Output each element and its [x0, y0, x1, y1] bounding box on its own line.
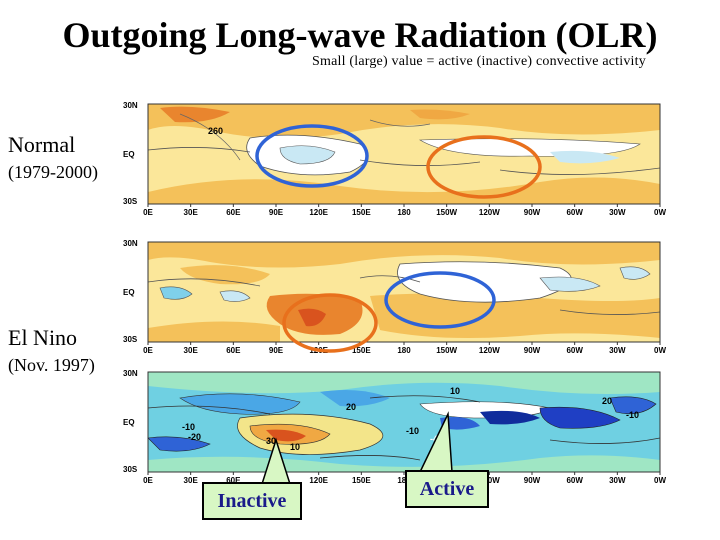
lat-tick-EQ: EQ: [123, 288, 135, 297]
lon-tick-label: 30E: [184, 346, 199, 355]
inactive-circle: [282, 293, 378, 353]
lat-tick-30S: 30S: [123, 465, 138, 474]
lon-tick-label: 90W: [524, 346, 541, 355]
panel-2-period: (Nov. 1997): [8, 355, 95, 375]
lon-tick-label: 120E: [309, 208, 328, 217]
panel-1-period: (1979-2000): [8, 162, 98, 182]
lat-tick-30N: 30N: [123, 369, 138, 378]
contour-label: 20: [602, 396, 612, 406]
lat-tick-30N: 30N: [123, 101, 138, 110]
contour-label: 260: [208, 126, 223, 136]
active-circle: [384, 271, 496, 329]
lon-tick-label: 150W: [436, 346, 457, 355]
lon-tick-label: 60E: [226, 208, 241, 217]
lat-tick-EQ: EQ: [123, 150, 135, 159]
inactive-circle: [426, 135, 542, 199]
lon-tick-label: 0W: [654, 476, 666, 485]
lon-tick-label: 30E: [184, 476, 199, 485]
lon-tick-label: 150E: [352, 346, 371, 355]
lon-tick-label: 120W: [479, 208, 500, 217]
page-title: Outgoing Long-wave Radiation (OLR): [62, 15, 658, 55]
lon-tick-label: 60E: [226, 476, 241, 485]
active-pointer: [418, 411, 453, 473]
contour-label: 10: [290, 442, 300, 452]
contour-label: -10: [182, 422, 195, 432]
lon-tick-label: 60E: [226, 346, 241, 355]
lon-tick-label: 0W: [654, 208, 666, 217]
lon-tick-label: 90W: [524, 208, 541, 217]
lat-tick-30S: 30S: [123, 197, 138, 206]
lon-tick-label: 120W: [479, 476, 500, 485]
lon-tick-label: 30W: [609, 476, 626, 485]
contour-label: 30: [266, 436, 276, 446]
lon-tick-label: 60W: [566, 476, 583, 485]
contour-label: -20: [188, 432, 201, 442]
lat-tick-30S: 30S: [123, 335, 138, 344]
panel-2-label: El Nino: [8, 325, 78, 350]
map-panel-elnino: 30N EQ 30S 0E 30E 60E 90E 120E 150E 180 150W 120…: [120, 238, 670, 356]
lon-tick-label: 60W: [566, 346, 583, 355]
contour-label: 10: [450, 386, 460, 396]
lon-tick-label: 90W: [524, 476, 541, 485]
lon-tick-label: 90E: [269, 208, 284, 217]
lon-tick-label: 0E: [143, 346, 153, 355]
lon-tick-label: 180: [397, 208, 411, 217]
lat-tick-EQ: EQ: [123, 418, 135, 427]
lon-tick-label: 180: [397, 346, 411, 355]
lon-tick-label: 150W: [436, 208, 457, 217]
lon-tick-label: 120E: [309, 476, 328, 485]
inactive-pointer: [260, 437, 292, 485]
map-panel-anomaly: 30N EQ 30S 0E30E60E90E120E150E180150W120…: [120, 368, 670, 486]
lon-tick-label: 180: [397, 476, 411, 485]
contour-label: -10: [626, 410, 639, 420]
lon-tick-label: 60W: [566, 208, 583, 217]
contour-label: -10: [406, 426, 419, 436]
lon-tick-label: 150E: [352, 208, 371, 217]
subtitle: Small (large) value = active (inactive) …: [312, 54, 646, 69]
active-circle: [255, 124, 369, 188]
active-callout: Active: [405, 470, 489, 508]
lon-tick-label: 0W: [654, 346, 666, 355]
map-panel-normal: 30N EQ 30S 0E 30E 60E 90E 120E 150E 180 150W 120…: [120, 100, 670, 218]
lon-tick-label: 150E: [352, 476, 371, 485]
lon-tick-label: 0E: [143, 476, 153, 485]
lon-tick-label: 90E: [269, 346, 284, 355]
lon-tick-label: 30W: [609, 208, 626, 217]
lat-tick-30N: 30N: [123, 239, 138, 248]
contour-label: 20: [346, 402, 356, 412]
lon-tick-label: 0E: [143, 208, 153, 217]
lon-tick-label: 30E: [184, 208, 199, 217]
lon-tick-label: 120W: [479, 346, 500, 355]
lon-tick-label: 30W: [609, 346, 626, 355]
inactive-callout: Inactive: [202, 482, 302, 520]
panel-1-label: Normal: [8, 132, 76, 157]
